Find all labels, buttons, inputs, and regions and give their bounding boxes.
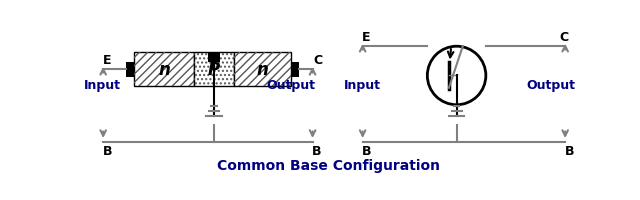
Text: E: E <box>102 54 111 67</box>
Text: B: B <box>564 144 574 157</box>
Text: Output: Output <box>266 79 316 92</box>
Text: Input: Input <box>344 79 380 92</box>
Text: Input: Input <box>84 79 121 92</box>
Text: C: C <box>559 31 568 44</box>
Text: C: C <box>314 54 323 67</box>
Bar <box>126 62 134 78</box>
Text: E: E <box>362 31 371 44</box>
Bar <box>194 53 234 87</box>
Bar <box>234 53 291 87</box>
Text: Output: Output <box>527 79 575 92</box>
Text: B: B <box>312 144 321 157</box>
Bar <box>234 53 291 87</box>
Text: n: n <box>257 61 269 79</box>
Bar <box>291 62 299 78</box>
Bar <box>194 53 234 87</box>
Text: n: n <box>158 61 170 79</box>
Text: P: P <box>208 61 220 79</box>
Bar <box>134 53 194 87</box>
Bar <box>208 53 220 63</box>
Text: B: B <box>102 144 112 157</box>
Text: Common Base Configuration: Common Base Configuration <box>216 158 440 172</box>
Bar <box>134 53 194 87</box>
Text: B: B <box>362 144 371 157</box>
